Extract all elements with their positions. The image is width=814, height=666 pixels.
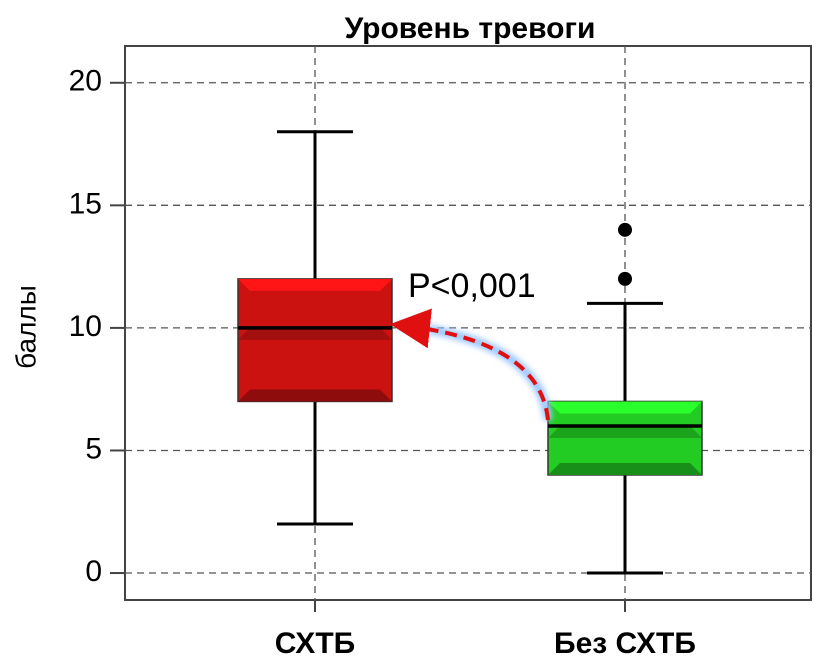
- x-tick-label: СХТБ: [275, 627, 355, 660]
- y-tick-label: 5: [85, 432, 102, 465]
- y-tick-label: 10: [69, 310, 102, 343]
- box-bevel: [548, 401, 702, 414]
- box-bevel: [238, 278, 392, 291]
- y-tick-label: 20: [69, 65, 102, 98]
- box-bevel: [548, 462, 702, 475]
- box-bevel: [548, 425, 702, 438]
- y-tick-label: 0: [85, 555, 102, 588]
- chart-title: Уровень тревоги: [345, 12, 596, 45]
- box-bevel: [238, 327, 392, 340]
- y-axis-label: баллы: [10, 285, 41, 369]
- y-tick-label: 15: [69, 187, 102, 220]
- x-tick-label: Без СХТБ: [554, 627, 696, 660]
- plot-frame: [124, 45, 812, 601]
- box-bevel: [238, 389, 392, 402]
- box: [237, 278, 393, 403]
- annotation: P<0,001: [408, 267, 536, 305]
- outlier: [618, 222, 632, 237]
- annotation-arrow: [390, 308, 550, 421]
- outlier: [618, 271, 632, 286]
